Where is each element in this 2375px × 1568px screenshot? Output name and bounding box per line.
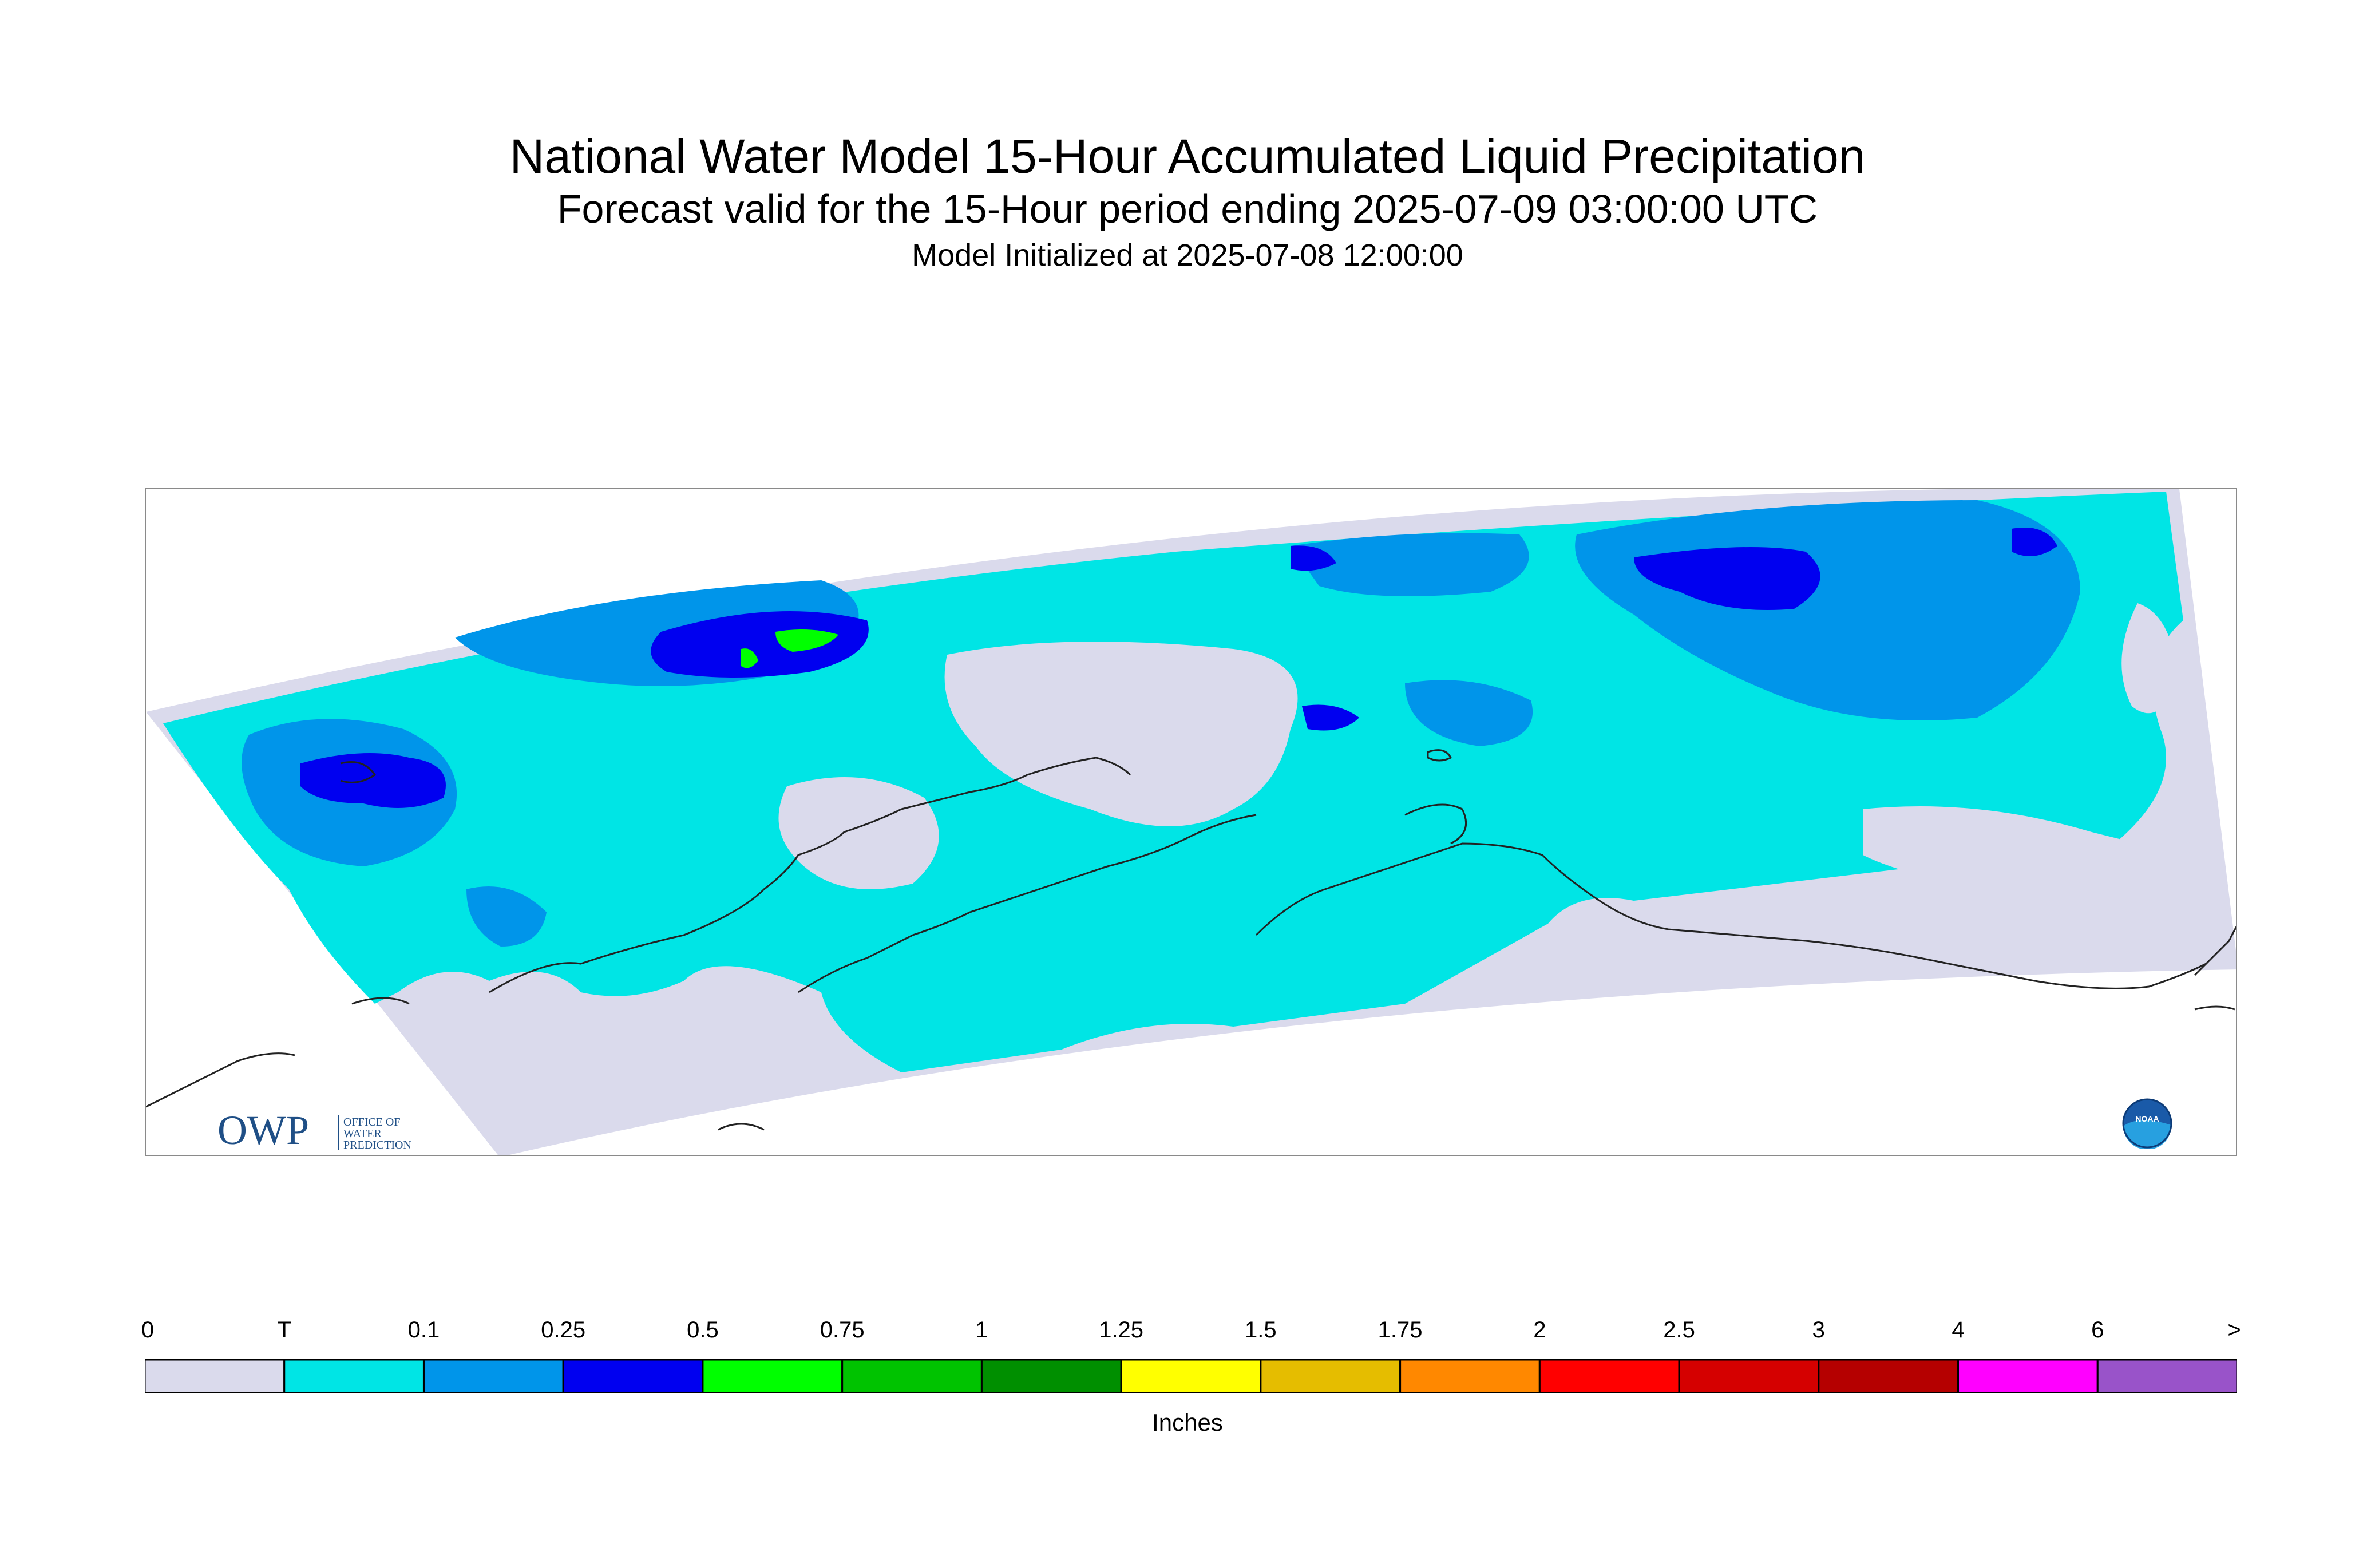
noaa-logo: NOAA <box>2122 1098 2172 1149</box>
legend-swatch <box>2096 1359 2237 1393</box>
legend-tick-label: 1.75 <box>1378 1317 1423 1343</box>
legend-tick-label: 0.25 <box>541 1317 586 1343</box>
light-blue-precip-area <box>1291 533 1529 596</box>
map-subtitle: Forecast valid for the 15-Hour period en… <box>557 187 1818 231</box>
legend-tick-label: 3 <box>1812 1317 1825 1343</box>
legend-swatch <box>145 1359 286 1393</box>
owp-logo: OWP OFFICE OF WATER PREDICTION <box>217 1110 411 1153</box>
color-legend <box>145 1359 2237 1393</box>
light-blue-precip-area <box>1405 680 1533 746</box>
dark-blue-precip-area <box>651 611 869 678</box>
dry-patch <box>1863 806 2183 889</box>
dry-patch <box>778 777 939 889</box>
legend-tick-label: 2.5 <box>1663 1317 1695 1343</box>
legend-tick-label: > <box>2227 1317 2241 1343</box>
dark-blue-precip-area <box>300 753 446 808</box>
legend-swatch <box>1538 1359 1680 1393</box>
legend-tick-label: 4 <box>1952 1317 1965 1343</box>
legend-swatch <box>1678 1359 1820 1393</box>
legend-swatch <box>980 1359 1122 1393</box>
legend-tick-label: 0.75 <box>820 1317 865 1343</box>
legend-tick-label: 0.5 <box>687 1317 719 1343</box>
owp-logo-text: OWP <box>217 1110 309 1153</box>
legend-bar <box>145 1359 2237 1393</box>
dry-patch <box>944 642 1298 826</box>
green-precip-area <box>775 629 838 652</box>
legend-tick-label: 2 <box>1533 1317 1546 1343</box>
legend-tick-label: 0.1 <box>407 1317 440 1343</box>
legend-tick-labels: 0 T 0.1 0.25 0.5 0.75 1 1.25 1.5 1.75 2 2.5 3 4 6 > <box>141 1317 2241 1352</box>
map-title: National Water Model 15-Hour Accumulated… <box>509 129 1866 183</box>
light-blue-precip-area <box>466 886 547 947</box>
owp-logo-sub-2: WATER <box>343 1127 382 1140</box>
model-init-label: Model Initialized at 2025-07-08 12:00:00 <box>912 238 1463 272</box>
legend-tick-label: 1 <box>975 1317 988 1343</box>
legend-swatch <box>1399 1359 1541 1393</box>
legend-swatch <box>1957 1359 2099 1393</box>
legend-tick-label: 0 <box>141 1317 155 1343</box>
legend-tick-label: 6 <box>2091 1317 2104 1343</box>
legend-swatch <box>702 1359 844 1393</box>
legend-swatch <box>1260 1359 1402 1393</box>
dark-blue-precip-area <box>1291 545 1336 571</box>
dark-blue-precip-area <box>1634 547 1820 610</box>
legend-swatch <box>422 1359 564 1393</box>
map-canvas <box>146 489 2236 1155</box>
dark-blue-precip-area <box>2012 528 2057 556</box>
legend-swatch <box>562 1359 704 1393</box>
legend-swatch <box>1818 1359 1960 1393</box>
legend-tick-label: 1.5 <box>1245 1317 1277 1343</box>
legend-tick-label: 1.25 <box>1099 1317 1144 1343</box>
legend-units-label: Inches <box>1152 1409 1223 1436</box>
legend-swatch <box>283 1359 425 1393</box>
coastline <box>146 749 2236 1131</box>
legend-tick-label: T <box>277 1317 291 1343</box>
dark-blue-precip-area <box>1302 704 1359 731</box>
legend-swatch <box>1120 1359 1262 1393</box>
green-precip-area <box>741 648 758 668</box>
precipitation-map: OWP OFFICE OF WATER PREDICTION NOAA <box>145 488 2237 1156</box>
dry-patch <box>2121 603 2178 714</box>
owp-logo-sub-3: PREDICTION <box>343 1139 411 1151</box>
legend-swatch <box>841 1359 983 1393</box>
owp-logo-sub-1: OFFICE OF <box>343 1116 400 1129</box>
noaa-logo-text: NOAA <box>2135 1114 2159 1123</box>
